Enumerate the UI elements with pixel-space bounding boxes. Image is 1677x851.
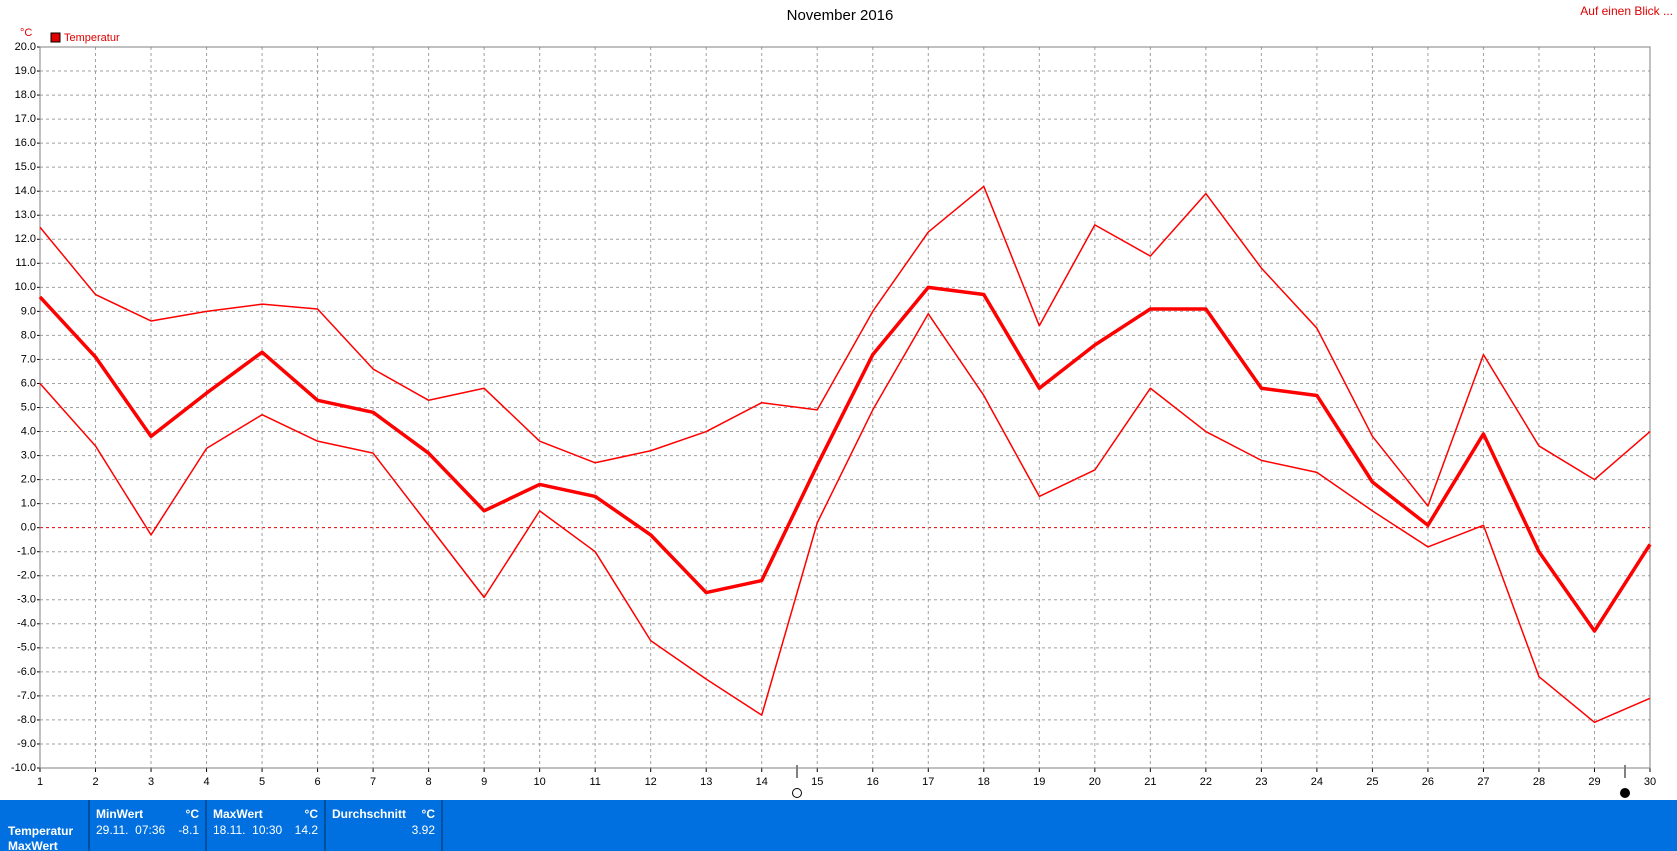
- x-tick-label: 11: [589, 776, 600, 788]
- y-tick-label: 9.0: [21, 305, 36, 317]
- y-tick-label: -2.0: [17, 570, 36, 582]
- x-tick-label: 16: [867, 776, 879, 788]
- x-tick-label: 5: [259, 776, 265, 788]
- y-tick-label: 12.0: [15, 233, 36, 245]
- y-tick-label: -7.0: [17, 690, 36, 702]
- y-tick-label: -8.0: [17, 714, 36, 726]
- y-tick-label: 19.0: [15, 65, 36, 77]
- x-tick-label: 22: [1200, 776, 1212, 788]
- y-tick-label: -10.0: [11, 762, 36, 774]
- y-tick-label: -4.0: [17, 618, 36, 630]
- x-tick-label: 2: [92, 776, 98, 788]
- column: MinWert °C 29.11. 07:36 -8.1: [88, 800, 205, 851]
- y-tick-label: 0.0: [21, 522, 36, 534]
- summary-panel: Temperatur MaxWert MinWert °C 29.11. 07:…: [0, 800, 1677, 851]
- x-tick-label: 23: [1255, 776, 1267, 788]
- y-tick-label: 18.0: [15, 89, 36, 101]
- x-tick-label: 18: [978, 776, 990, 788]
- x-tick-label: 21: [1144, 776, 1156, 788]
- column: Durchschnitt °C 3.92: [324, 800, 443, 851]
- x-tick-label: 1: [37, 776, 43, 788]
- x-tick-label: 27: [1477, 776, 1489, 788]
- chart: November 2016 °C Temperatur Auf einen Bl…: [11, 4, 1673, 798]
- temperature-line: [38, 285, 1652, 633]
- col-header: Durchschnitt: [332, 807, 407, 821]
- col-date: 18.11. 10:30: [213, 823, 283, 837]
- x-tick-label: 9: [481, 776, 487, 788]
- y-tick-label: 4.0: [21, 425, 36, 437]
- y-tick-label: 6.0: [21, 377, 36, 389]
- new-moon-icon: [1620, 788, 1630, 798]
- y-tick-label: 17.0: [15, 113, 36, 125]
- y-tick-label: 3.0: [21, 449, 36, 461]
- col-unit: °C: [304, 807, 318, 821]
- row-label: MaxWert: [8, 839, 58, 851]
- x-tick-label: 3: [148, 776, 154, 788]
- x-tick-label: 4: [203, 776, 209, 788]
- y-tick-label: -5.0: [17, 642, 36, 654]
- col-header: MaxWert: [213, 807, 263, 821]
- col-value: 3.92: [411, 823, 435, 837]
- y-tick-label: -9.0: [17, 738, 36, 750]
- col-value: 14.2: [294, 823, 318, 837]
- x-tick-label: 25: [1366, 776, 1378, 788]
- y-tick-label: 16.0: [15, 137, 36, 149]
- y-tick-label: 8.0: [21, 329, 36, 341]
- y-tick-label: 10.0: [15, 281, 36, 293]
- x-tick-label: 19: [1033, 776, 1045, 788]
- x-tick-label: 15: [811, 776, 823, 788]
- x-tick-label: 26: [1422, 776, 1434, 788]
- col-header: MinWert: [96, 807, 144, 821]
- x-tick-label: 13: [700, 776, 712, 788]
- y-tick-label: -6.0: [17, 666, 36, 678]
- y-tick-label: 20.0: [15, 41, 36, 53]
- col-unit: °C: [421, 807, 435, 821]
- x-tick-label: 10: [534, 776, 546, 788]
- y-tick-label: 5.0: [21, 401, 36, 413]
- overview-link[interactable]: Auf einen Blick ...: [1580, 4, 1673, 18]
- col-value: -8.1: [178, 823, 199, 837]
- legend-swatch: [50, 32, 61, 43]
- unit-label: °C: [20, 27, 32, 39]
- row-label: Temperatur: [8, 824, 74, 838]
- x-tick-label: 7: [370, 776, 376, 788]
- y-tick-label: 1.0: [21, 498, 36, 510]
- column: MaxWert °C 18.11. 10:30 14.2: [205, 800, 324, 851]
- full-moon-icon: [792, 788, 802, 798]
- x-tick-label: 29: [1588, 776, 1600, 788]
- temperature-line: [39, 185, 1651, 507]
- x-tick-label: 12: [645, 776, 657, 788]
- col-unit: °C: [185, 807, 199, 821]
- col-date: 29.11. 07:36: [96, 823, 166, 837]
- y-tick-label: 7.0: [21, 353, 36, 365]
- y-tick-label: 11.0: [15, 257, 36, 269]
- x-tick-label: 24: [1311, 776, 1323, 788]
- temperature-line: [39, 313, 1651, 724]
- x-tick-label: 8: [426, 776, 432, 788]
- x-tick-label: 28: [1533, 776, 1545, 788]
- y-tick-label: 13.0: [15, 209, 36, 221]
- y-tick-label: 14.0: [15, 185, 36, 197]
- y-tick-label: 2.0: [21, 474, 36, 486]
- y-tick-label: 15.0: [15, 161, 36, 173]
- y-tick-label: -1.0: [17, 546, 36, 558]
- y-tick-label: -3.0: [17, 594, 36, 606]
- chart-title: November 2016: [787, 7, 894, 24]
- legend-label: Temperatur: [64, 32, 120, 44]
- x-tick-label: 30: [1644, 776, 1656, 788]
- x-tick-label: 20: [1089, 776, 1101, 788]
- x-tick-label: 6: [315, 776, 321, 788]
- x-tick-label: 14: [756, 776, 768, 788]
- x-tick-label: 17: [922, 776, 934, 788]
- plot-border: [39, 46, 1651, 769]
